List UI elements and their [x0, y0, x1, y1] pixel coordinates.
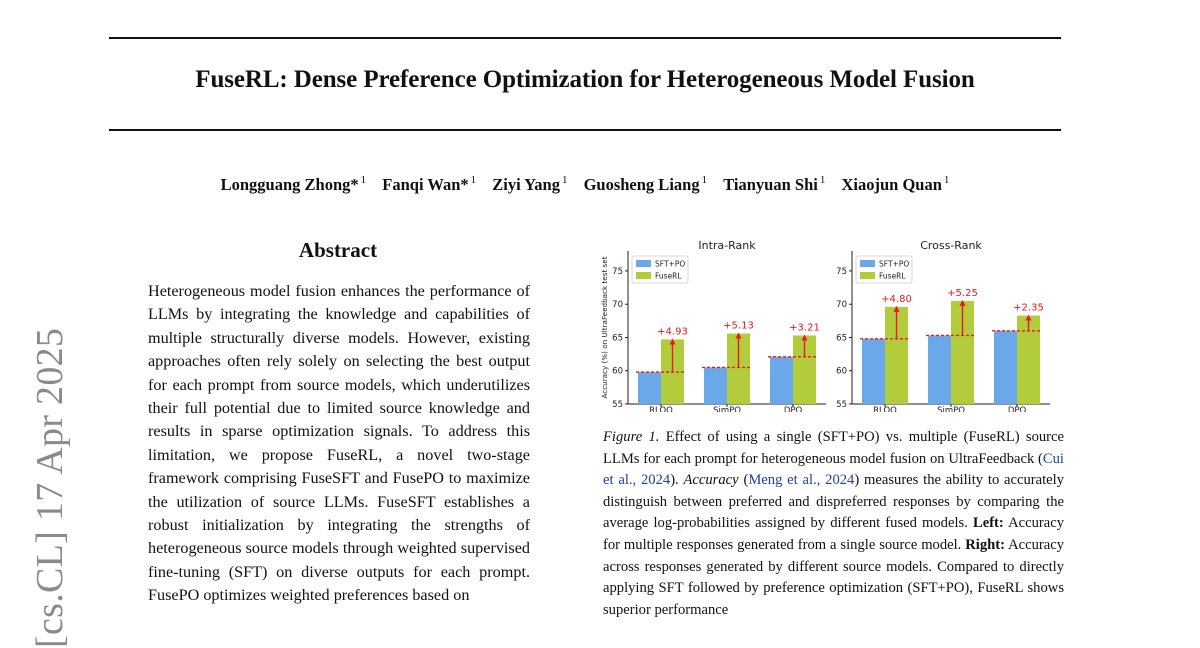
y-tick-label: 75 — [836, 267, 847, 277]
bar-fuserl — [793, 335, 816, 404]
caption-text: ). — [670, 472, 684, 489]
gain-arrowhead — [959, 299, 966, 306]
legend-label: SFT+PO — [655, 260, 685, 269]
caption-text: Effect of using a single (SFT+PO) vs. mu… — [603, 429, 1064, 467]
y-tick-label: 65 — [836, 333, 847, 343]
x-tick-label: RLOO — [649, 406, 673, 412]
gain-arrowhead — [735, 332, 742, 339]
gain-arrowhead — [801, 334, 808, 341]
citation-link[interactable]: Meng et al., 2024 — [748, 472, 855, 489]
y-tick-label: 70 — [836, 300, 847, 310]
caption-text: ) measures the ability to accurately dis… — [603, 472, 1065, 532]
bar-fuserl — [1017, 315, 1040, 404]
legend-label: FuseRL — [879, 272, 906, 281]
x-tick-label: DPO — [784, 406, 803, 412]
caption-right-label: Right: — [965, 536, 1005, 553]
author: Tianyuan Shi 1 — [723, 174, 826, 194]
arxiv-sidebar-stamp: [cs.CL] 17 Apr 2025 — [26, 308, 74, 648]
citation-link[interactable]: Cui et al., 2024 — [603, 450, 1064, 489]
gain-arrowhead — [1025, 314, 1032, 321]
y-tick-label: 55 — [836, 400, 847, 410]
author-list: Longguang Zhong* 1 Fanqi Wan* 1 Ziyi Yang 1… — [0, 174, 1170, 195]
bar-sft-po — [862, 338, 885, 404]
legend-swatch-sft-po — [860, 260, 875, 267]
abstract-text: Heterogeneous model fusion enhances the … — [148, 282, 530, 605]
legend-label: SFT+PO — [879, 260, 909, 269]
x-tick-label: RLOO — [873, 406, 897, 412]
author: Guosheng Liang 1 — [583, 174, 708, 194]
legend-swatch-sft-po — [636, 260, 651, 267]
chart-title: Cross-Rank — [920, 239, 982, 252]
gain-label: +3.21 — [789, 322, 820, 333]
bar-sft-po — [638, 372, 661, 404]
gain-label: +2.35 — [1013, 303, 1044, 314]
y-tick-label: 75 — [612, 267, 623, 277]
gain-label: +4.80 — [881, 294, 912, 305]
bar-fuserl — [727, 333, 750, 404]
legend-label: FuseRL — [655, 272, 682, 281]
arxiv-stamp-text: [cs.CL] 17 Apr 2025 — [29, 327, 71, 648]
bar-sft-po — [770, 356, 793, 404]
legend-swatch-fuserl — [636, 272, 651, 279]
caption-left-label: Left: — [972, 515, 1004, 532]
gain-arrowhead — [893, 305, 900, 312]
author: Longguang Zhong* 1 — [220, 174, 367, 194]
author: Xiaojun Quan 1 — [841, 174, 950, 194]
top-rule — [109, 37, 1061, 39]
figure-caption: Figure 1. Effect of using a single (SFT+… — [603, 427, 1064, 621]
caption-text: ( — [738, 472, 749, 489]
gain-label: +5.13 — [723, 320, 754, 331]
caption-emphasis: Accuracy — [683, 472, 739, 489]
y-axis-label: Accuracy (%) on UltraFeedback test set — [600, 256, 609, 398]
y-tick-label: 60 — [836, 367, 847, 377]
y-tick-label: 55 — [612, 400, 623, 410]
legend-swatch-fuserl — [860, 272, 875, 279]
bar-sft-po — [928, 335, 951, 404]
bar-sft-po — [994, 330, 1017, 404]
x-tick-label: DPO — [1008, 406, 1027, 412]
title-rule — [109, 129, 1061, 131]
author: Ziyi Yang 1 — [492, 174, 568, 194]
x-tick-label: SimPO — [713, 406, 741, 412]
y-tick-label: 65 — [612, 333, 623, 343]
y-tick-label: 60 — [612, 367, 623, 377]
chart-title: Intra-Rank — [698, 239, 756, 252]
y-tick-label: 70 — [612, 300, 623, 310]
caption-label: Figure 1. — [603, 429, 660, 445]
paper-title: FuseRL: Dense Preference Optimization fo… — [195, 66, 975, 93]
abstract-heading: Abstract — [298, 238, 378, 262]
author: Fanqi Wan* 1 — [382, 174, 477, 194]
x-tick-label: SimPO — [937, 406, 965, 412]
gain-label: +5.25 — [947, 288, 978, 299]
bar-fuserl — [885, 306, 908, 404]
bar-fuserl — [951, 300, 974, 404]
gain-label: +4.93 — [657, 326, 688, 337]
caption-text: Accuracy for multiple responses generate… — [603, 515, 1065, 553]
bar-sft-po — [704, 367, 727, 404]
gain-arrowhead — [669, 338, 676, 345]
caption-text: Accuracy across responses generated by d… — [603, 536, 1064, 618]
